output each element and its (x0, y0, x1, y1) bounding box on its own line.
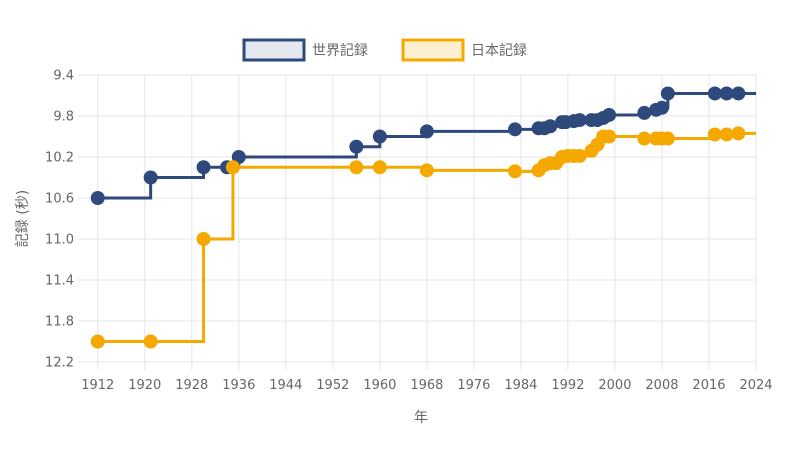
legend: 世界記録 日本記録 (242, 38, 527, 62)
y-tick-label: 11.4 (45, 274, 74, 289)
x-tick-label: 1984 (504, 378, 537, 393)
x-tick-label: 2008 (645, 378, 678, 393)
x-tick-label: 2024 (739, 378, 772, 393)
data-point (419, 163, 434, 178)
y-axis-title: 記録 (秒) (14, 190, 31, 247)
x-tick-label: 1968 (410, 378, 443, 393)
data-point (719, 127, 734, 142)
x-tick-label: 1920 (128, 378, 161, 393)
data-point (196, 160, 211, 175)
data-point (372, 160, 387, 175)
data-point (572, 148, 587, 163)
grid (78, 74, 757, 370)
x-tick-label: 1912 (81, 378, 114, 393)
x-tick-label: 1992 (551, 378, 584, 393)
x-tick-label: 2000 (598, 378, 631, 393)
series-japan-record (90, 126, 756, 349)
data-point (543, 119, 558, 134)
y-tick-label: 10.6 (45, 192, 74, 207)
data-point (719, 86, 734, 101)
data-point (90, 334, 105, 349)
x-tick-label: 1960 (363, 378, 396, 393)
data-point (654, 100, 669, 115)
data-point (143, 170, 158, 185)
x-tick-label: 2016 (692, 378, 725, 393)
y-tick-label: 12.2 (45, 356, 74, 371)
data-point (660, 86, 675, 101)
data-point (349, 139, 364, 154)
legend-label: 世界記録 (312, 42, 368, 59)
series-world-record (90, 86, 756, 205)
x-tick-label: 1944 (269, 378, 302, 393)
data-point (731, 126, 746, 141)
data-point (707, 127, 722, 142)
x-tick-label: 1928 (175, 378, 208, 393)
data-point (143, 334, 158, 349)
x-axis-title: 年 (414, 410, 428, 426)
y-tick-label: 9.8 (53, 110, 74, 125)
y-tick-label: 10.2 (45, 151, 74, 166)
data-point (602, 107, 617, 122)
data-point (731, 86, 746, 101)
data-point (90, 191, 105, 205)
data-point (196, 232, 211, 246)
data-point (225, 160, 240, 175)
data-point (660, 131, 675, 146)
data-point (508, 164, 523, 179)
legend-swatch (401, 38, 465, 62)
data-point (707, 86, 722, 101)
axes: 9.4 9.8 10.2 10.6 11.0 11.4 11.8 12.2 1912 1920 19… (45, 69, 773, 394)
legend-label: 日本記録 (471, 42, 527, 59)
series-layer (90, 86, 756, 349)
data-point (602, 129, 617, 144)
data-point (372, 129, 387, 144)
x-tick-label: 1936 (222, 378, 255, 393)
data-point (572, 113, 587, 128)
data-point (637, 105, 652, 120)
y-tick-label: 9.4 (53, 69, 74, 84)
data-point (508, 122, 523, 137)
y-tick-label: 11.0 (45, 233, 74, 248)
x-tick-label: 1952 (316, 378, 349, 393)
data-point (349, 160, 364, 175)
data-point (637, 131, 652, 146)
y-tick-label: 11.8 (45, 315, 74, 330)
legend-swatch (242, 38, 306, 62)
x-tick-label: 1976 (457, 378, 490, 393)
data-point (419, 124, 434, 139)
